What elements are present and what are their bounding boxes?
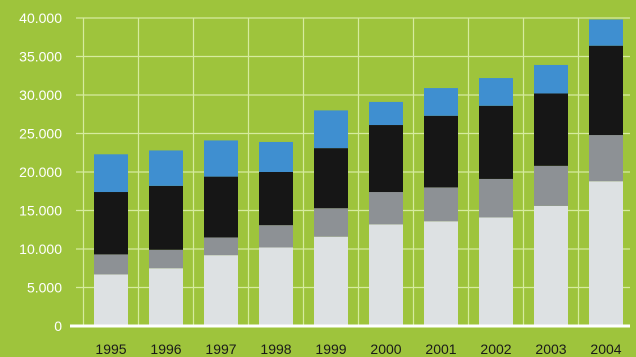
y-tick-label: 30.000 [19,87,62,103]
bar-segment-blue [149,150,183,186]
bars-layer [94,19,623,326]
bar-segment-light [589,181,623,326]
bar-segment-light [479,217,513,326]
bar-segment-black [204,176,238,238]
bar-segment-blue [314,110,348,149]
bar-segment-blue [589,19,623,46]
x-tick-label: 2001 [425,341,456,357]
bar-segment-gray [149,249,183,269]
x-tick-label: 2003 [535,341,566,357]
bar-segment-black [534,93,568,166]
x-tick-label: 2004 [590,341,621,357]
bar-segment-black [259,172,293,226]
y-tick-label: 20.000 [19,164,62,180]
bar-segment-light [534,205,568,326]
x-tick-label: 1998 [260,341,291,357]
x-tick-label: 2000 [370,341,401,357]
bar-segment-black [369,125,403,193]
bar-segment-blue [94,154,128,193]
bar-segment-black [589,45,623,136]
bar-segment-gray [369,192,403,225]
bar-segment-light [94,274,128,326]
bar-segment-gray [94,254,128,275]
bar-segment-blue [259,141,293,172]
bar-segment-black [424,115,458,188]
bar-segment-blue [424,88,458,116]
x-tick-label: 1997 [205,341,236,357]
bar-segment-black [314,148,348,209]
axis-layer: 0 5.000 10.000 15.000 20.000 25.000 30.000 35.0… [19,10,630,357]
y-tick-label: 0 [54,318,62,334]
grid-layer [76,17,630,326]
x-tick-label: 1995 [95,341,126,357]
bar-segment-black [94,192,128,255]
x-tick-label: 1999 [315,341,346,357]
y-tick-label: 5.000 [27,280,62,296]
bar-segment-black [149,185,183,250]
bar-segment-gray [259,225,293,248]
bar-segment-black [479,105,513,179]
bar-segment-blue [204,140,238,177]
bar-segment-light [204,255,238,326]
bar-segment-gray [204,237,238,256]
bar-segment-gray [534,165,568,206]
y-tick-label: 35.000 [19,49,62,65]
x-tick-label: 1996 [150,341,181,357]
bar-segment-light [369,224,403,326]
bar-segment-light [424,221,458,326]
bar-segment-gray [314,208,348,237]
bar-segment-blue [534,64,568,94]
bar-segment-gray [479,178,513,218]
y-tick-label: 40.000 [19,10,62,26]
bar-segment-gray [589,135,623,182]
bar-segment-blue [369,101,403,126]
bar-segment-light [314,236,348,326]
y-tick-label: 10.000 [19,241,62,257]
bar-segment-gray [424,187,458,222]
bar-segment-blue [479,78,513,106]
bar-segment-light [259,247,293,326]
y-tick-label: 25.000 [19,126,62,142]
y-tick-label: 15.000 [19,203,62,219]
x-tick-label: 2002 [480,341,511,357]
bar-segment-light [149,268,183,326]
